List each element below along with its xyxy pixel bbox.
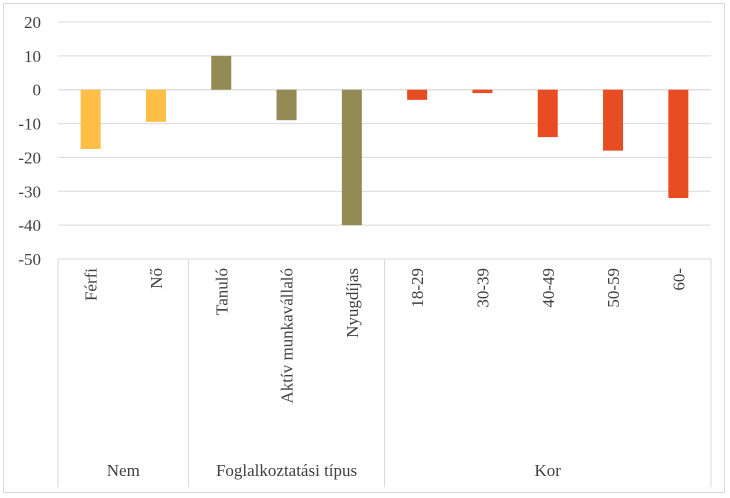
- bar: [472, 89, 493, 94]
- bar: [276, 89, 297, 121]
- bar: [211, 55, 232, 90]
- bar: [407, 89, 428, 100]
- category-label: 18-29: [408, 268, 427, 308]
- bar: [341, 89, 362, 226]
- y-tick-label: 0: [33, 81, 42, 100]
- category-label: 40-49: [539, 268, 558, 308]
- y-tick-label: -10: [18, 115, 41, 134]
- y-tick-label: 20: [24, 13, 41, 32]
- category-label: Nyugdíjas: [343, 268, 362, 338]
- bar: [537, 89, 558, 138]
- category-label: 50-59: [604, 268, 623, 308]
- y-tick-label: -50: [18, 250, 41, 269]
- category-label: Aktív munkavállaló: [278, 268, 297, 404]
- group-label: Kor: [535, 461, 562, 480]
- y-tick-label: -20: [18, 148, 41, 167]
- category-label: 30-39: [473, 268, 492, 308]
- bar: [668, 89, 689, 199]
- category-label: Nő: [147, 268, 166, 289]
- group-label: Nem: [107, 461, 140, 480]
- y-tick-label: 10: [24, 47, 41, 66]
- category-label: Tanuló: [212, 268, 231, 315]
- category-label: 60-: [669, 268, 688, 291]
- bar: [145, 89, 166, 122]
- bar: [603, 89, 624, 151]
- y-tick-label: -40: [18, 216, 41, 235]
- bar: [80, 89, 101, 149]
- group-label: Foglalkoztatási típus: [216, 461, 357, 480]
- category-label: Férfi: [82, 268, 101, 301]
- chart-frame: [3, 3, 725, 493]
- y-tick-label: -30: [18, 182, 41, 201]
